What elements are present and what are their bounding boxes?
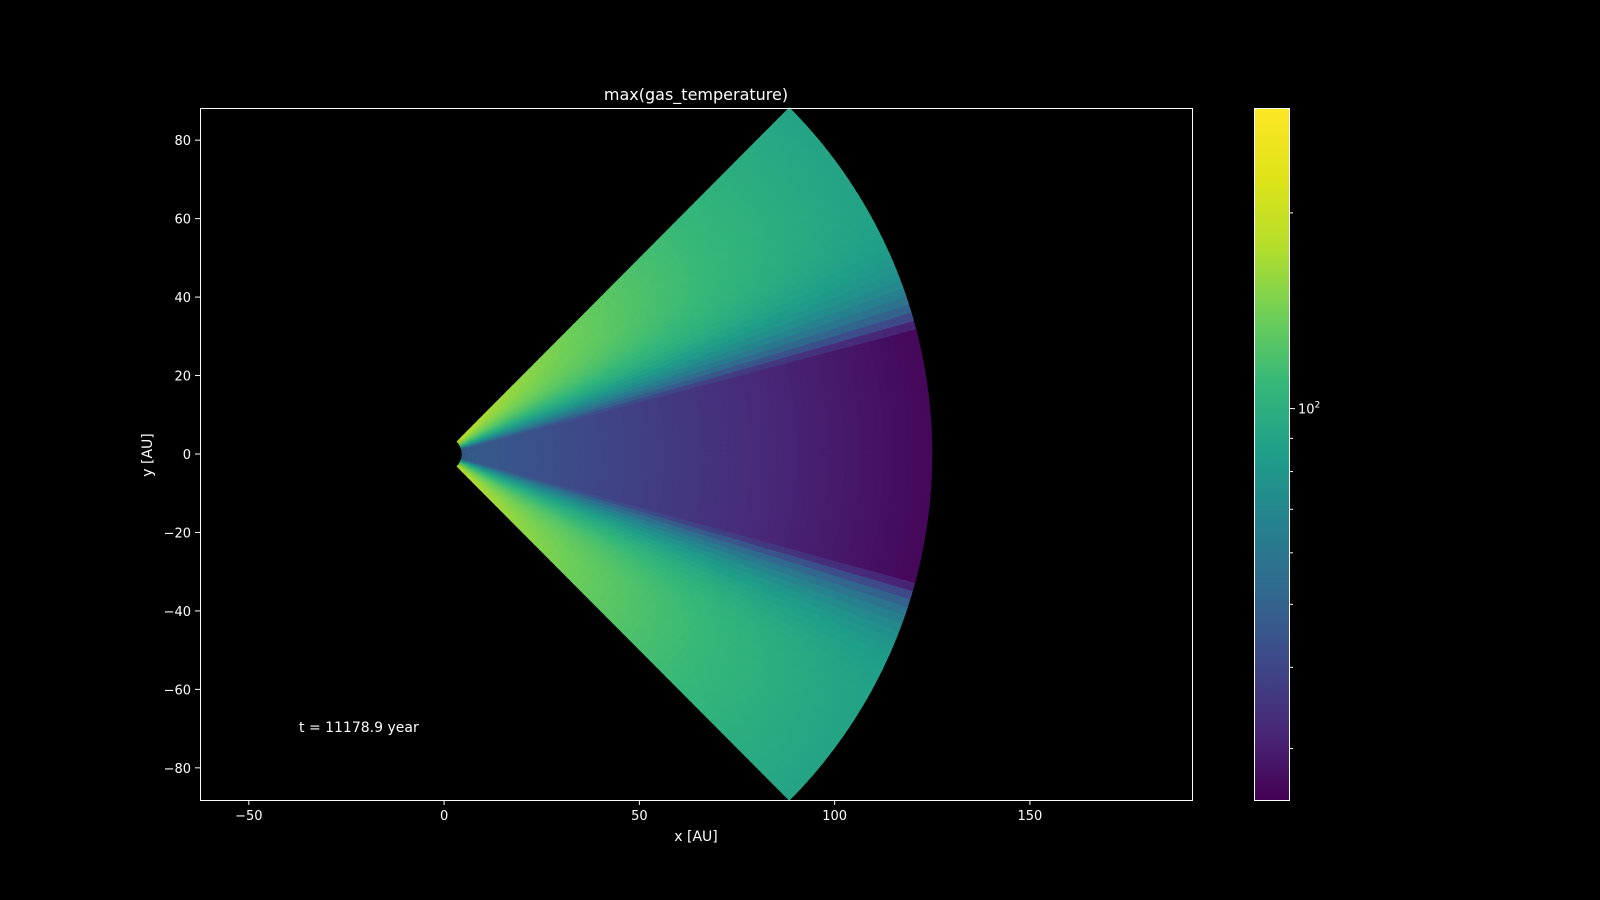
temperature-cell (467, 460, 478, 465)
temperature-cell (459, 458, 470, 462)
temperature-cell (460, 457, 471, 461)
temperature-cell (466, 462, 477, 467)
temperature-cell (460, 455, 471, 457)
temperature-cell (458, 461, 468, 467)
temperature-cell (459, 457, 470, 462)
temperature-cell (458, 461, 469, 467)
temperature-cell (458, 460, 469, 466)
temperature-cell (460, 456, 471, 459)
temperature-cell (467, 461, 478, 465)
temperature-cell (460, 456, 471, 460)
temperature-map (456, 107, 933, 801)
temperature-cell (466, 463, 477, 468)
temperature-cell (466, 461, 477, 466)
temperature-cell (460, 454, 471, 456)
temperature-cell (458, 461, 468, 468)
temperature-cell (459, 459, 469, 465)
temperature-cell (460, 455, 471, 458)
chart-title: max(gas_temperature) (604, 85, 788, 105)
temperature-cell (459, 459, 470, 463)
temperature-cell (459, 459, 470, 464)
temperature-cell (458, 440, 468, 446)
temperature-cell (460, 457, 471, 460)
temperature-cell (456, 437, 466, 444)
temperature-cell (457, 439, 467, 446)
temperature-cell (467, 459, 478, 464)
temperature-cell (474, 463, 485, 468)
temperature-cell (467, 460, 478, 464)
temperature-cell (467, 458, 478, 462)
temperature-cell (458, 462, 468, 468)
temperature-cell (459, 460, 469, 465)
temperature-cell (458, 440, 468, 447)
temperature-cell (460, 455, 471, 457)
temperature-cell (459, 460, 469, 465)
temperature-cell (459, 457, 471, 461)
temperature-cell (466, 461, 477, 466)
temperature-cell (474, 462, 485, 467)
temperature-cell (466, 462, 477, 468)
temperature-cell (457, 439, 467, 446)
temperature-cell (459, 459, 470, 464)
temperature-cell (456, 464, 466, 471)
temperature-cell (457, 462, 467, 469)
temperature-cell (466, 463, 476, 469)
temperature-cell (457, 438, 467, 446)
temperature-cell (460, 456, 471, 459)
temperature-cell (457, 462, 467, 470)
temperature-cell (458, 460, 469, 466)
temperature-cell (459, 458, 470, 463)
temperature-cell (458, 461, 468, 468)
temperature-cell (459, 458, 470, 462)
temperature-cell (460, 455, 471, 458)
temperature-cell (467, 458, 478, 462)
temperature-cell (457, 462, 467, 469)
temperature-cell (474, 463, 485, 468)
temperature-cell (467, 459, 478, 463)
